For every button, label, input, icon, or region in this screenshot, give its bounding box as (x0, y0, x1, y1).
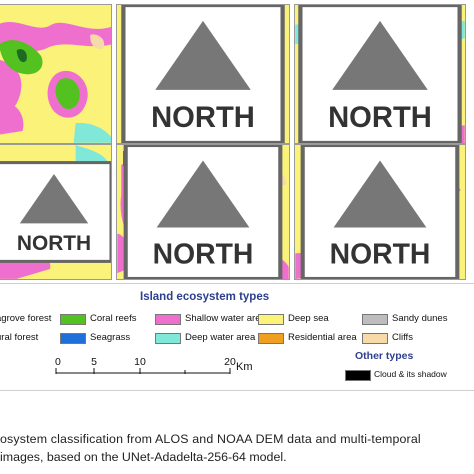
north-arrow-icon: NORTH (300, 145, 460, 279)
map-panel-1 (0, 4, 112, 144)
legend: Island ecosystem types agrove forest Cor… (0, 283, 474, 391)
scale-unit: Km (236, 361, 253, 373)
legend-swatch (155, 314, 181, 325)
legend-item: ural forest (0, 332, 38, 343)
legend-item: Cliffs (392, 332, 413, 343)
legend-label: Residential area (288, 332, 357, 343)
north-label: NORTH (151, 102, 255, 134)
legend-item: Coral reefs (90, 313, 136, 324)
scale-tick-label: 0 (55, 357, 61, 368)
legend-label: Shallow water area (185, 313, 266, 324)
legend-swatch (362, 333, 388, 344)
legend-swatch (155, 333, 181, 344)
legend-label: agrove forest (0, 313, 52, 324)
legend-label: Deep sea (288, 313, 329, 324)
north-label: NORTH (17, 232, 91, 255)
north-label: NORTH (328, 102, 432, 134)
legend-swatch (60, 333, 86, 344)
legend-label: Cloud & its shadow (374, 369, 447, 379)
legend-swatch (258, 314, 284, 325)
legend-item: Sandy dunes (392, 313, 447, 324)
caption-line-1: osystem classification from ALOS and NOA… (0, 432, 421, 446)
legend-label: Sandy dunes (392, 313, 448, 324)
map-panel-6: 2021-04-02 NORTH (294, 144, 466, 280)
north-arrow-icon: NORTH (123, 145, 283, 279)
scale-tick-label: 20 (224, 357, 236, 368)
legend-item: Seagrass (90, 332, 130, 343)
legend-label: Seagrass (90, 332, 131, 343)
legend-swatch (345, 370, 371, 381)
classification-map (0, 5, 111, 143)
north-arrow-icon: NORTH (0, 161, 111, 263)
legend-label: Deep water area (185, 332, 256, 343)
legend-swatch (60, 314, 86, 325)
north-arrow-icon: NORTH (121, 5, 285, 143)
scale-tick-label: 10 (134, 357, 146, 368)
scale-tick-label: 5 (91, 357, 97, 368)
legend-title: Island ecosystem types (140, 291, 270, 303)
map-panel-5: 2019-12-09 NORTH (116, 144, 290, 280)
legend-label: Cliffs (392, 332, 413, 343)
legend-swatch (258, 333, 284, 344)
legend-item: agrove forest (0, 313, 51, 324)
caption-line-2: images, based on the UNet-Adadelta-256-6… (0, 450, 287, 464)
legend-item: Deep sea (288, 313, 329, 324)
other-types-title: Other types (355, 350, 414, 362)
north-label: NORTH (153, 239, 254, 271)
north-label: NORTH (330, 239, 431, 271)
legend-item: Deep water area (185, 332, 255, 343)
legend-item: Shallow water area (185, 313, 266, 324)
scale-bar: 0 5 10 20 (55, 357, 236, 374)
legend-swatch (362, 314, 388, 325)
map-panel-3: 2019-02-27 NORTH (294, 4, 466, 144)
legend-item: Cloud & its shadow (374, 369, 447, 379)
legend-label: ural forest (0, 332, 39, 343)
map-panel-4: NORTH (0, 144, 112, 280)
map-panel-2: 2019-02-07 NORTH (116, 4, 290, 144)
legend-item: Residential area (288, 332, 357, 343)
figure-caption: osystem classification from ALOS and NOA… (0, 430, 474, 466)
north-arrow-icon: NORTH (298, 5, 462, 143)
legend-label: Coral reefs (90, 313, 137, 324)
